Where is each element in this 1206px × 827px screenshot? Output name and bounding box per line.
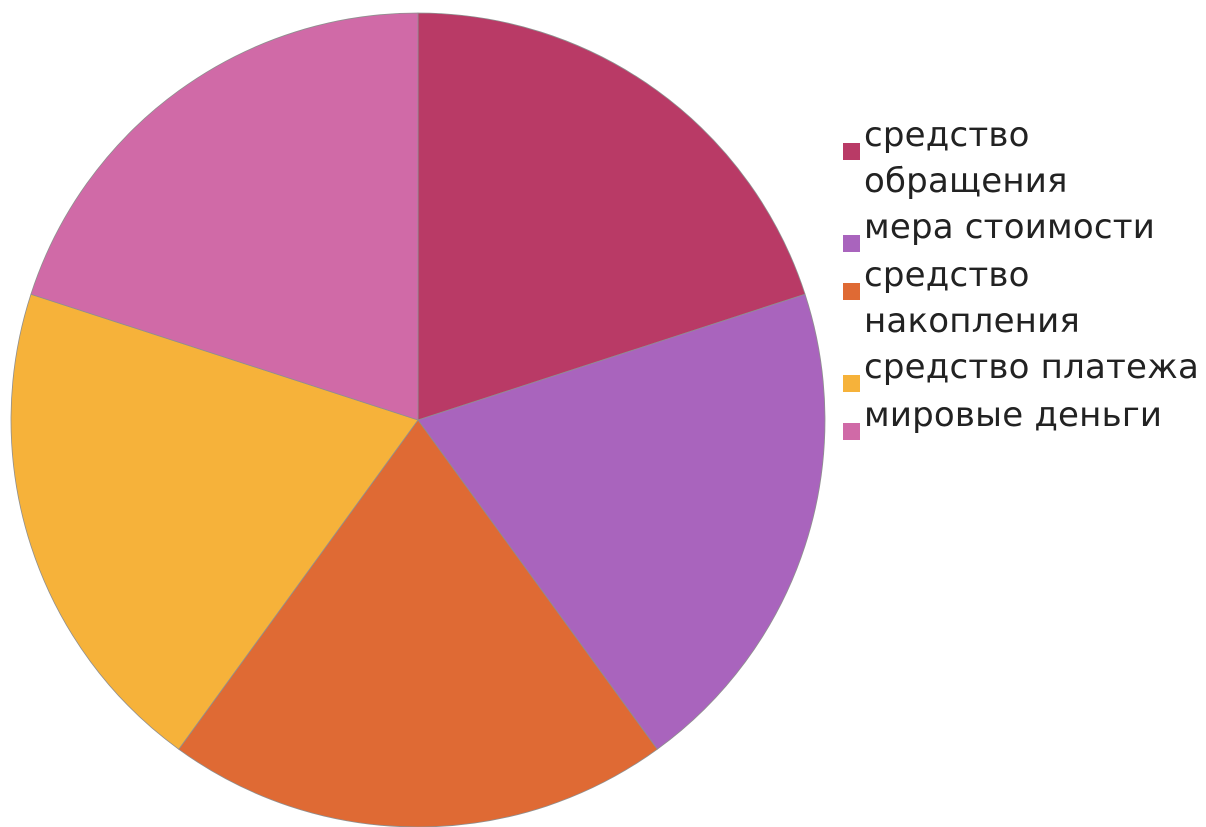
legend-item-sredstvo-nakopleniya: средство накопления: [843, 252, 1203, 344]
pie-chart: [10, 12, 826, 827]
legend-swatch-mera-stoimosti: [843, 235, 860, 252]
legend-label-mera-stoimosti: мера стоимости: [864, 207, 1156, 247]
chart-legend: средство обращения мера стоимости средст…: [843, 112, 1203, 440]
legend-swatch-mirovye-dengi: [843, 423, 860, 440]
pie-slice-sredstvo-obrascheniya: [417, 12, 806, 421]
legend-item-mirovye-dengi: мировые деньги: [843, 392, 1203, 440]
legend-label-mirovye-dengi: мировые деньги: [864, 395, 1163, 435]
pie-slice-mirovye-dengi: [30, 12, 419, 421]
legend-swatch-sredstvo-nakopleniya: [843, 283, 860, 300]
legend-item-sredstvo-obrascheniya: средство обращения: [843, 112, 1203, 204]
legend-swatch-sredstvo-platezha: [843, 375, 860, 392]
legend-item-mera-stoimosti: мера стоимости: [843, 204, 1203, 252]
legend-label-sredstvo-obrascheniya: средство обращения: [864, 115, 1068, 201]
pie-slice-sredstvo-platezha: [10, 293, 419, 750]
legend-label-sredstvo-nakopleniya: средство накопления: [864, 255, 1081, 341]
legend-item-sredstvo-platezha: средство платежа: [843, 344, 1203, 392]
legend-swatch-sredstvo-obrascheniya: [843, 143, 860, 160]
pie-slice-mera-stoimosti: [417, 293, 826, 750]
legend-label-sredstvo-platezha: средство платежа: [864, 347, 1200, 387]
